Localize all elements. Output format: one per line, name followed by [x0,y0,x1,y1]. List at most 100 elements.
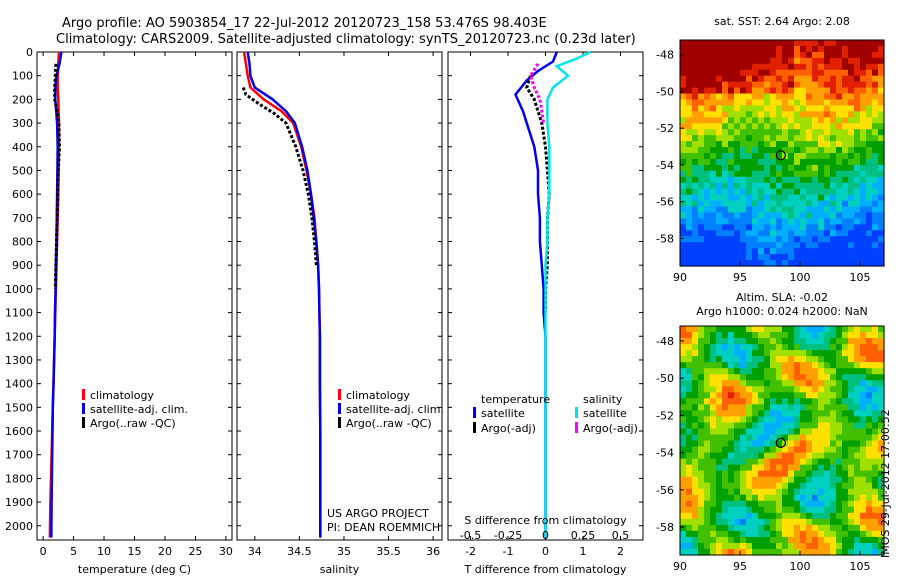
map-cell [734,398,741,405]
map-cell [680,344,687,351]
map-cell [770,344,777,351]
map-cell [740,416,747,424]
map-cell [794,236,801,243]
map-cell [872,176,879,184]
map-cell [752,326,759,333]
map-cell [722,117,729,124]
map-cell [788,494,795,502]
map-cell [746,428,753,436]
map-cell [818,153,825,160]
map-cell [878,63,885,71]
map-cell [878,368,885,375]
map-cell [878,380,885,387]
x-tick-label: 5 [70,545,77,558]
map-cell [710,87,717,95]
map-cell [836,380,843,387]
map-cell [770,260,777,267]
map-cell [710,338,717,345]
map-cell [686,392,693,399]
map-cell [728,368,735,375]
map-cell [746,176,753,184]
map-cell [788,206,795,214]
map-cell [788,51,795,59]
map-cell [722,93,729,101]
map-cell [722,194,729,202]
map-cell [818,93,825,101]
map-cell [854,524,861,532]
map-cell [854,45,861,53]
map-cell [800,111,807,118]
map-cell [716,248,723,255]
map-cell [788,99,795,107]
map-cell [776,536,783,544]
map-cell [800,398,807,405]
map-cell [866,548,873,556]
map-cell [848,129,855,136]
map-cell [782,452,789,460]
map-cell [758,458,765,466]
map-cell [734,254,741,261]
map-cell [776,69,783,77]
map-cell [794,518,801,526]
map-cell [692,446,699,454]
map-cell [842,440,849,448]
map-cell [842,398,849,405]
map-y-tick-label: -56 [656,484,674,497]
map-cell [806,410,813,417]
map-cell [818,117,825,124]
map-cell [806,512,813,520]
map-cell [818,176,825,184]
map-cell [716,147,723,154]
map-cell [734,182,741,190]
map-cell [758,129,765,136]
map-cell [872,75,879,83]
map-cell [704,530,711,538]
map-cell [716,440,723,448]
map-cell [800,105,807,112]
map-cell [752,410,759,417]
map-cell [812,75,819,83]
map-cell [794,410,801,417]
map-cell [698,470,705,478]
map-cell [812,494,819,502]
map-cell [764,170,771,178]
map-cell [848,446,855,454]
map-cell [758,158,765,166]
map-cell [764,452,771,460]
map-cell [788,512,795,520]
map-cell [746,40,753,47]
map-cell [710,40,717,47]
map-cell [782,476,789,484]
map-cell [680,452,687,460]
map-cell [704,158,711,166]
map-cell [716,45,723,53]
map-cell [752,51,759,59]
map-cell [830,123,837,130]
map-cell [692,422,699,430]
map-cell [848,434,855,442]
map-cell [734,40,741,47]
map-cell [878,512,885,520]
map-cell [800,87,807,95]
map-cell [698,206,705,214]
map-cell [746,123,753,130]
map-cell [782,230,789,237]
map-cell [818,69,825,77]
map-cell [788,440,795,448]
map-cell [794,206,801,214]
map-cell [710,69,717,77]
map-cell [800,416,807,424]
map-x-tick-label: 105 [850,271,871,284]
map-cell [830,506,837,514]
map-cell [698,494,705,502]
map-cell [836,123,843,130]
map-cell [770,548,777,556]
map-cell [782,422,789,430]
map-cell [704,518,711,526]
map-cell [860,230,867,237]
map-cell [692,57,699,65]
map-cell [746,362,753,369]
map-cell [722,464,729,472]
map-cell [710,356,717,363]
map-cell [734,458,741,466]
